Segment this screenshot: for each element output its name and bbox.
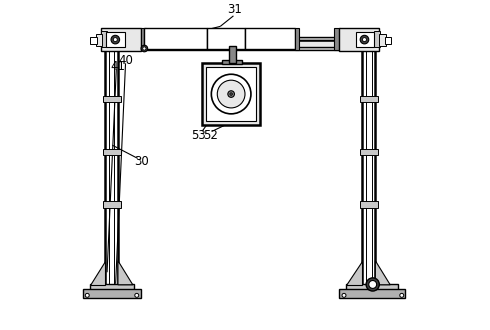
Circle shape xyxy=(211,74,251,114)
Text: 31: 31 xyxy=(228,3,243,16)
Bar xyxy=(385,37,391,44)
Circle shape xyxy=(143,47,146,50)
Circle shape xyxy=(141,45,147,52)
Bar xyxy=(96,34,102,46)
Bar xyxy=(101,28,141,51)
Circle shape xyxy=(363,38,367,42)
Bar xyxy=(228,46,236,63)
Bar xyxy=(339,289,405,298)
Text: 41: 41 xyxy=(110,59,125,73)
Bar xyxy=(362,48,375,285)
Bar xyxy=(374,31,380,47)
Bar xyxy=(101,31,107,47)
Bar xyxy=(294,28,299,50)
Bar xyxy=(360,201,378,208)
Bar xyxy=(207,28,245,49)
Text: 52: 52 xyxy=(203,129,218,142)
Polygon shape xyxy=(90,261,105,285)
Bar xyxy=(145,28,207,49)
Bar xyxy=(379,34,386,46)
Bar xyxy=(334,28,340,50)
Bar xyxy=(356,32,374,47)
Bar xyxy=(103,96,121,102)
Bar xyxy=(141,28,146,50)
Bar xyxy=(245,28,294,49)
Circle shape xyxy=(135,293,139,297)
Bar xyxy=(345,284,398,290)
Circle shape xyxy=(111,35,120,44)
Circle shape xyxy=(400,293,404,297)
Circle shape xyxy=(366,278,379,291)
Circle shape xyxy=(342,293,346,297)
Text: 53: 53 xyxy=(192,129,206,142)
Polygon shape xyxy=(375,261,390,285)
Text: 40: 40 xyxy=(119,53,134,67)
Bar xyxy=(360,96,378,102)
Bar xyxy=(103,201,121,208)
Bar xyxy=(106,32,124,47)
Bar xyxy=(83,289,141,298)
Bar xyxy=(360,148,378,155)
Bar xyxy=(222,60,242,64)
Bar xyxy=(206,67,256,121)
Bar xyxy=(105,48,118,285)
Bar xyxy=(103,148,121,155)
Bar xyxy=(339,28,379,51)
Circle shape xyxy=(85,293,89,297)
Bar xyxy=(105,37,375,40)
Bar xyxy=(105,47,375,50)
Circle shape xyxy=(230,93,232,95)
Bar xyxy=(90,37,97,44)
Bar xyxy=(90,284,134,290)
Circle shape xyxy=(113,38,117,42)
Bar xyxy=(105,40,375,48)
Circle shape xyxy=(369,280,377,288)
Text: 30: 30 xyxy=(134,155,148,168)
Bar xyxy=(202,63,260,125)
Circle shape xyxy=(228,91,234,97)
Polygon shape xyxy=(345,261,362,285)
Polygon shape xyxy=(118,261,133,285)
Circle shape xyxy=(217,80,245,108)
Circle shape xyxy=(360,35,369,44)
